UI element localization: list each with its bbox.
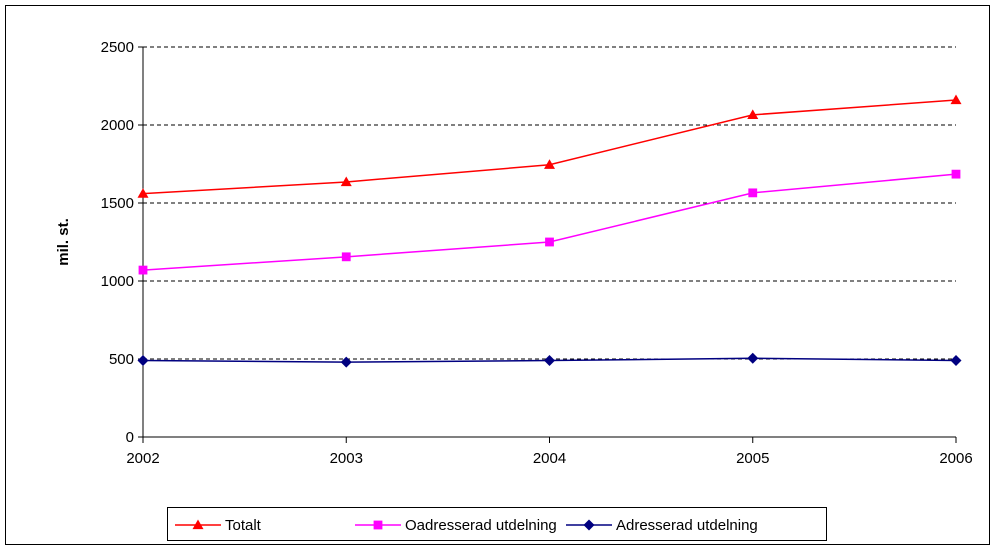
x-tick-label: 2006 [939, 450, 972, 467]
series-lines [137, 94, 962, 368]
data-point [951, 169, 961, 179]
x-tick-label: 2002 [126, 450, 159, 467]
data-point [748, 188, 758, 198]
legend: Totalt Oadresserad utdelning Adresserad ut… [167, 507, 827, 541]
data-point [340, 176, 352, 187]
legend-marker [192, 519, 204, 530]
legend-marker [373, 520, 383, 530]
legend-item: Oadresserad utdelning [355, 517, 557, 534]
y-tick-label: 0 [126, 429, 134, 446]
data-point [340, 356, 352, 368]
legend-item: Totalt [175, 517, 262, 534]
legend-label: Totalt [225, 517, 262, 534]
y-tick-label: 500 [109, 351, 134, 368]
y-tick-label: 1000 [101, 273, 134, 290]
legend-item: Adresserad utdelning [566, 517, 758, 534]
data-point [747, 109, 759, 119]
series-1 [138, 169, 961, 275]
x-tick-label: 2005 [736, 450, 769, 467]
data-point [341, 252, 351, 262]
axes: 0 500 1000 1500 2000 2500 2002 2003 2004 2005 2006 [101, 39, 973, 467]
data-point [950, 94, 962, 105]
data-point [138, 265, 148, 275]
chart-border [5, 5, 990, 545]
data-point [544, 159, 555, 169]
y-axis-label: mil. st. [55, 218, 72, 266]
y-tick-label: 1500 [101, 195, 134, 212]
legend-marker [583, 519, 595, 531]
series-2 [137, 352, 962, 368]
x-tick-label: 2004 [533, 450, 566, 467]
data-point [747, 352, 759, 364]
y-tick-label: 2000 [101, 117, 134, 134]
legend-box [167, 507, 827, 541]
legend-label: Adresserad utdelning [616, 517, 758, 534]
y-tick-label: 2500 [101, 39, 134, 56]
data-point [950, 355, 962, 367]
data-point [544, 355, 555, 367]
x-tick-label: 2003 [330, 450, 363, 467]
series-0 [137, 94, 962, 198]
legend-label: Oadresserad utdelning [405, 517, 557, 534]
data-point [137, 355, 149, 367]
data-point [545, 237, 554, 247]
data-point [137, 188, 149, 198]
